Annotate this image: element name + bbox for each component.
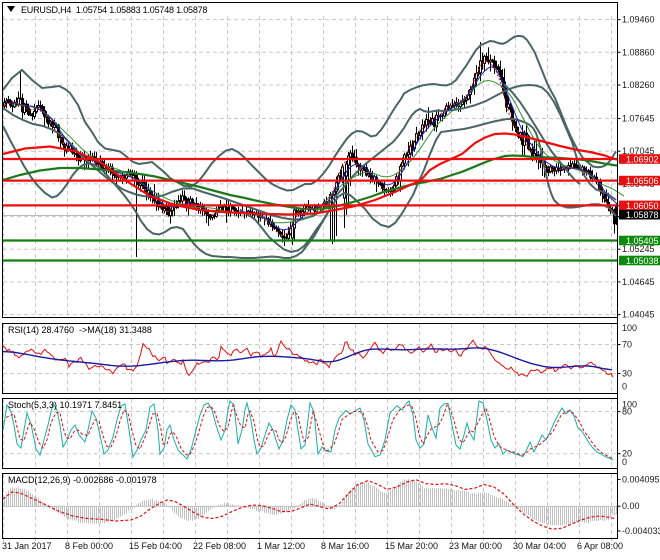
svg-text:20: 20 [622, 449, 632, 459]
svg-text:8 Feb 00:00: 8 Feb 00:00 [65, 541, 113, 551]
svg-text:30 Mar 04:00: 30 Mar 04:00 [513, 541, 566, 551]
svg-text:-0.004033: -0.004033 [622, 526, 660, 536]
svg-text:70: 70 [622, 340, 632, 350]
svg-text:8 Mar 16:00: 8 Mar 16:00 [321, 541, 369, 551]
svg-text:1.08860: 1.08860 [622, 47, 655, 57]
svg-text:1.06506: 1.06506 [626, 176, 659, 186]
svg-text:1.04045: 1.04045 [622, 310, 655, 320]
svg-text:1.07045: 1.07045 [622, 146, 655, 156]
svg-text:1.06902: 1.06902 [626, 154, 659, 164]
svg-text:1.07645: 1.07645 [622, 114, 655, 124]
svg-text:1.05038: 1.05038 [626, 256, 659, 266]
svg-text:31 Jan 2017: 31 Jan 2017 [2, 541, 52, 551]
svg-text:15 Mar 20:00: 15 Mar 20:00 [385, 541, 438, 551]
svg-text:0: 0 [622, 382, 627, 392]
svg-text:MACD(12,26,9) -0.002686 -0.001: MACD(12,26,9) -0.002686 -0.001978 [8, 475, 157, 485]
svg-text:1.05878: 1.05878 [626, 210, 659, 220]
svg-text:1.05405: 1.05405 [626, 236, 659, 246]
svg-text:100: 100 [622, 323, 637, 333]
svg-text:1.08260: 1.08260 [622, 80, 655, 90]
svg-text:1.04645: 1.04645 [622, 277, 655, 287]
svg-text:1.06050: 1.06050 [626, 201, 659, 211]
svg-text:80: 80 [622, 407, 632, 417]
svg-text:15 Feb 04:00: 15 Feb 04:00 [129, 541, 182, 551]
svg-text:1.05245: 1.05245 [622, 244, 655, 254]
svg-text:0.004095: 0.004095 [622, 474, 660, 484]
svg-text:22 Feb 08:00: 22 Feb 08:00 [193, 541, 246, 551]
svg-text:0: 0 [622, 457, 627, 467]
svg-text:23 Mar 00:00: 23 Mar 00:00 [449, 541, 502, 551]
svg-text:EURUSD,H4 1.05754 1.05883 1.0: EURUSD,H4 1.05754 1.05883 1.05748 1.0587… [21, 5, 207, 15]
svg-text:RSI(14) 28.4760 ->MA(18) 31.3: RSI(14) 28.4760 ->MA(18) 31.3488 [8, 325, 152, 335]
svg-text:1 Mar 12:00: 1 Mar 12:00 [257, 541, 305, 551]
svg-text:6 Apr 08:00: 6 Apr 08:00 [577, 541, 623, 551]
svg-text:0.00: 0.00 [622, 501, 640, 511]
svg-text:30: 30 [622, 369, 632, 379]
svg-text:Stoch(5,3,3) 10.1971 7.8451: Stoch(5,3,3) 10.1971 7.8451 [8, 400, 122, 410]
svg-text:1.09460: 1.09460 [622, 15, 655, 25]
svg-text:100: 100 [622, 400, 637, 410]
